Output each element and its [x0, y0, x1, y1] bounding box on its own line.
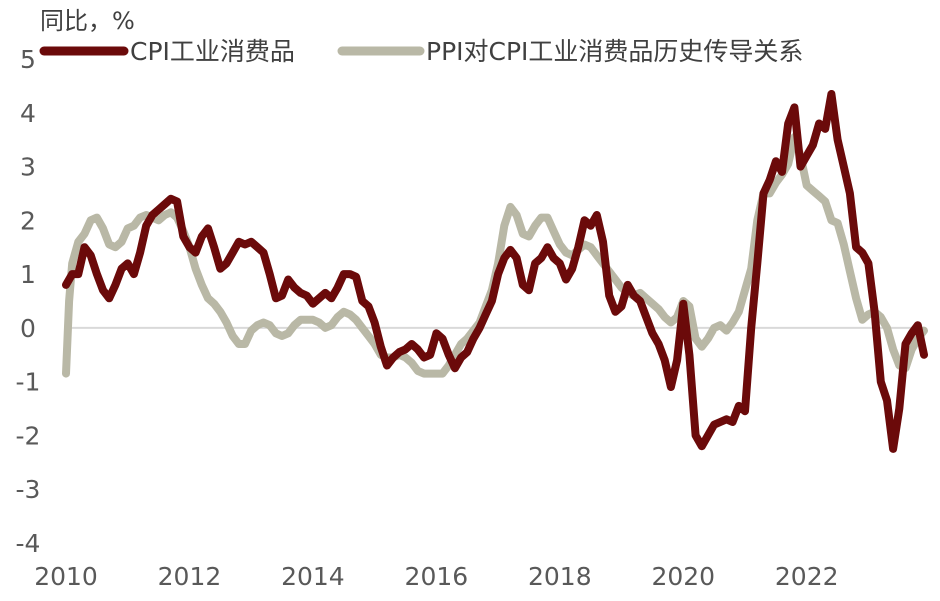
x-tick-label: 2012	[158, 562, 222, 591]
y-tick-label: -4	[16, 529, 41, 558]
x-tick-label: 2010	[34, 562, 98, 591]
y-tick-label: 0	[20, 314, 36, 343]
x-tick-label: 2014	[281, 562, 345, 591]
y-tick-label: 3	[20, 153, 36, 182]
legend-label-ppi-transmission: PPI对CPI工业消费品历史传导关系	[426, 37, 803, 66]
y-tick-label: 4	[20, 99, 36, 128]
series-line-cpi	[62, 90, 928, 453]
x-tick-label: 2018	[528, 562, 592, 591]
legend-label-cpi: CPI工业消费品	[130, 37, 295, 66]
y-axis-label: 同比，%	[40, 7, 135, 35]
y-tick-label: -3	[16, 475, 41, 504]
series-layer	[62, 90, 928, 453]
y-tick-label: -2	[16, 421, 41, 450]
x-tick-label: 2022	[775, 562, 839, 591]
y-tick-label: -1	[16, 368, 41, 397]
x-tick-label: 2016	[405, 562, 469, 591]
y-tick-label: 2	[20, 206, 36, 235]
y-tick-label: 5	[20, 45, 36, 74]
x-tick-label: 2020	[651, 562, 715, 591]
legend: CPI工业消费品 PPI对CPI工业消费品历史传导关系	[39, 37, 803, 66]
y-axis: 5 4 3 2 1 0 -1 -2 -3 -4	[16, 45, 41, 558]
y-tick-label: 1	[20, 260, 36, 289]
x-axis: 2010 2012 2014 2016 2018 2020 2022	[34, 562, 838, 591]
